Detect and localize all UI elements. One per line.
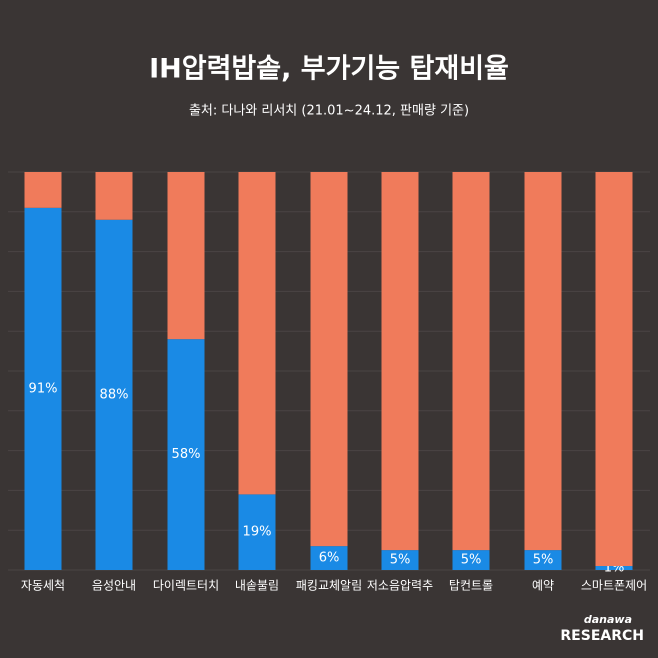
value-label: 6% [319, 551, 340, 566]
bar-segment [95, 172, 133, 220]
bar-segment [238, 494, 276, 570]
chart-title: IH압력밥솥, 부가기능 탑재비율 [149, 54, 509, 85]
logo-top: danawa [584, 613, 632, 626]
x-tick-label: 다이렉트터치 [153, 579, 219, 593]
x-tick-label: 내솥불림 [235, 579, 279, 593]
value-label: 88% [100, 387, 129, 402]
x-tick-label: 저소음압력추 [367, 579, 433, 593]
chart-subtitle: 출처: 다나와 리서치 (21.01~24.12, 판매량 기준) [189, 104, 469, 119]
bar-segment [381, 550, 419, 570]
value-label: 5% [533, 553, 554, 568]
bar-segment [24, 172, 62, 208]
x-tick-label: 패킹교체알림 [296, 579, 362, 593]
logo-bottom: RESEARCH [560, 628, 644, 644]
bar-segment [595, 172, 633, 567]
bar-segment [167, 172, 205, 340]
bar-segment [524, 172, 562, 551]
bar-segment [452, 550, 490, 570]
bar-segment [167, 339, 205, 570]
x-tick-label: 자동세척 [21, 579, 65, 593]
x-tick-label: 스마트폰제어 [581, 579, 647, 593]
x-tick-label: 예약 [532, 578, 554, 593]
value-label: 5% [461, 553, 482, 568]
bar-segment [595, 566, 633, 570]
bar-segment [381, 172, 419, 551]
x-tick-label: 음성안내 [92, 579, 136, 593]
x-tick-label: 탑컨트롤 [449, 579, 493, 593]
value-label: 91% [29, 381, 58, 396]
bar-segment [95, 219, 133, 570]
bar-segment [238, 172, 276, 495]
bar-segment [24, 207, 62, 570]
bar-segment [524, 550, 562, 570]
value-label: 5% [390, 553, 411, 568]
value-label: 58% [172, 447, 201, 462]
bar-segment [452, 172, 490, 551]
bar-segment [310, 172, 348, 547]
bar-segment [310, 546, 348, 570]
value-label: 19% [243, 525, 272, 540]
